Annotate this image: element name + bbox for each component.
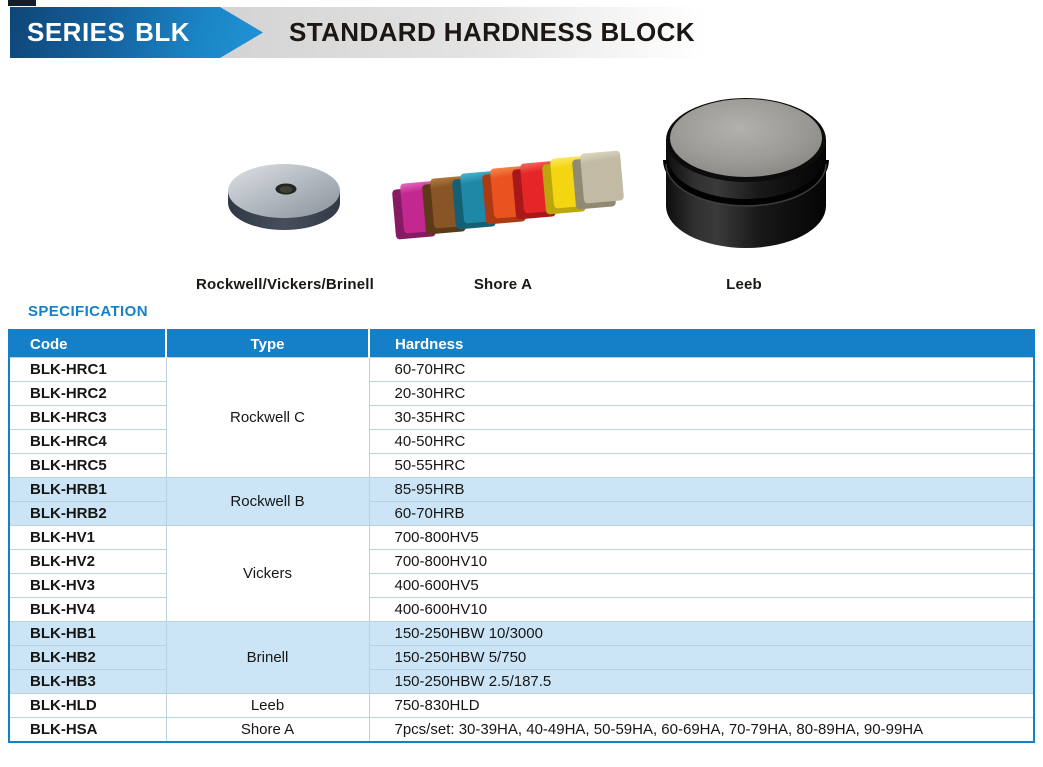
type-cell: Leeb	[165, 693, 370, 718]
header-gray-bar	[215, 7, 707, 58]
specification-heading: SPECIFICATION	[28, 303, 148, 320]
code-cell: BLK-HRC5	[8, 453, 167, 478]
table-row: BLK-HB2 150-250HBW 5/750	[8, 645, 1035, 670]
code-cell: BLK-HV1	[8, 525, 167, 550]
hardness-cell: 150-250HBW 5/750	[368, 645, 1035, 670]
table-row: BLK-HRC3 30-35HRC	[8, 405, 1035, 430]
code-cell: BLK-HRB2	[8, 501, 167, 526]
column-header-type: Type	[165, 330, 369, 358]
code-cell: BLK-HV4	[8, 597, 167, 622]
page-title: STANDARD HARDNESS BLOCK	[289, 17, 695, 47]
table-row: BLK-HLD Leeb 750-830HLD	[8, 693, 1035, 718]
table-row: BLK-HV3 400-600HV5	[8, 573, 1035, 598]
table-row: BLK-HV2 700-800HV10	[8, 549, 1035, 574]
type-cell: Shore A	[165, 717, 370, 743]
product-label-leeb: Leeb	[726, 276, 762, 293]
hardness-cell: 700-800HV10	[368, 549, 1035, 574]
column-header-code: Code	[9, 330, 166, 358]
product-label-rockwell: Rockwell/Vickers/Brinell	[196, 276, 374, 293]
disc-illustration	[228, 164, 340, 230]
hardness-cell: 30-35HRC	[368, 405, 1035, 430]
type-cell: Brinell	[165, 621, 370, 694]
hardness-cell: 150-250HBW 10/3000	[368, 621, 1035, 646]
hardness-cell: 400-600HV5	[368, 573, 1035, 598]
hardness-cell: 20-30HRC	[368, 381, 1035, 406]
table-row: BLK-HSA Shore A 7pcs/set: 30-39HA, 40-49HA…	[8, 717, 1035, 743]
code-cell: BLK-HRC1	[8, 357, 167, 382]
code-cell: BLK-HRC4	[8, 429, 167, 454]
code-cell: BLK-HB3	[8, 669, 167, 694]
type-cell: Rockwell C	[165, 357, 370, 478]
code-cell: BLK-HSA	[8, 717, 167, 743]
code-cell: BLK-HB2	[8, 645, 167, 670]
leeb-illustration	[663, 98, 829, 248]
hardness-cell: 50-55HRC	[368, 453, 1035, 478]
table-row: BLK-HRC2 20-30HRC	[8, 381, 1035, 406]
table-row: BLK-HV4 400-600HV10	[8, 597, 1035, 622]
hardness-cell: 85-95HRB	[368, 477, 1035, 502]
hardness-cell: 40-50HRC	[368, 429, 1035, 454]
table-row: BLK-HRB2 60-70HRB	[8, 501, 1035, 526]
print-corner-mark	[8, 0, 36, 6]
code-cell: BLK-HV3	[8, 573, 167, 598]
table-row: BLK-HV1 Vickers 700-800HV5	[8, 525, 1035, 622]
table-row: BLK-HRC1 Rockwell C 60-70HRC	[8, 357, 1035, 478]
type-cell: Vickers	[165, 525, 370, 622]
column-header-hardness: Hardness	[368, 330, 1034, 358]
hardness-cell: 150-250HBW 2.5/187.5	[368, 669, 1035, 694]
table-row: BLK-HRB1 Rockwell B 85-95HRB	[8, 477, 1035, 526]
code-cell: BLK-HRC3	[8, 405, 167, 430]
table-row: BLK-HB1 Brinell 150-250HBW 10/3000	[8, 621, 1035, 694]
code-cell: BLK-HRB1	[8, 477, 167, 502]
table-header-row: Code Type Hardness	[9, 330, 1034, 358]
table-row: BLK-HRC4 40-50HRC	[8, 429, 1035, 454]
hardness-cell: 700-800HV5	[368, 525, 1035, 550]
shore-block-7	[571, 150, 625, 210]
code-cell: BLK-HV2	[8, 549, 167, 574]
rockwell-disc-image	[222, 150, 347, 245]
type-cell: Rockwell B	[165, 477, 370, 526]
table-row: BLK-HRC5 50-55HRC	[8, 453, 1035, 478]
leeb-cylinder-image	[662, 82, 830, 254]
table-row: BLK-HB3 150-250HBW 2.5/187.5	[8, 669, 1035, 694]
series-label: SERIES BLK	[27, 17, 191, 47]
shore-block-front	[579, 150, 625, 204]
specification-table: Code Type Hardness BLK-HRC1 Rockwell C 60-…	[8, 329, 1035, 743]
hardness-cell: 60-70HRB	[368, 501, 1035, 526]
series-banner: SERIES BLK	[10, 7, 263, 58]
product-gallery: Rockwell/Vickers/Brinell Shore A Leeb	[0, 58, 1043, 303]
hardness-cell: 400-600HV10	[368, 597, 1035, 622]
hardness-cell: 750-830HLD	[368, 693, 1035, 718]
hardness-cell: 7pcs/set: 30-39HA, 40-49HA, 50-59HA, 60-…	[368, 717, 1035, 743]
code-cell: BLK-HLD	[8, 693, 167, 718]
hardness-cell: 60-70HRC	[368, 357, 1035, 382]
spec-table-body: BLK-HRC1 Rockwell C 60-70HRC BLK-HRC2 20-30H…	[8, 357, 1035, 743]
code-cell: BLK-HRC2	[8, 381, 167, 406]
code-cell: BLK-HB1	[8, 621, 167, 646]
shorea-blocks-image	[391, 148, 628, 260]
product-label-shorea: Shore A	[473, 276, 533, 293]
